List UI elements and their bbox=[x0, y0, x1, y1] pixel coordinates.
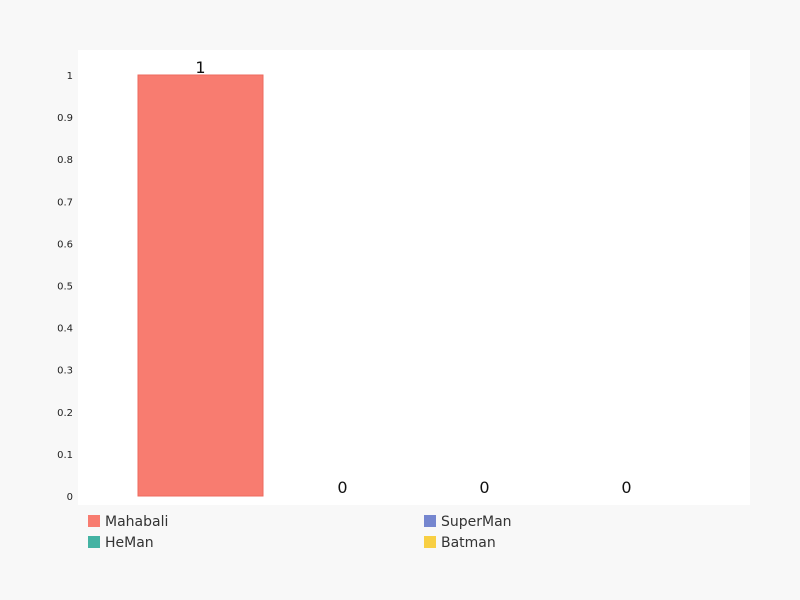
y-tick-label: 0.7 bbox=[57, 197, 73, 208]
legend-swatch bbox=[424, 536, 436, 548]
legend-item-mahabali: Mahabali bbox=[88, 514, 168, 530]
legend-item-heman: HeMan bbox=[88, 535, 154, 551]
y-tick-label: 0.1 bbox=[57, 450, 73, 461]
y-tick-label: 1 bbox=[67, 71, 73, 82]
data-label-mahabali: 1 bbox=[195, 58, 205, 77]
data-label-superman: 0 bbox=[479, 478, 489, 497]
y-tick-label: 0.2 bbox=[57, 408, 73, 419]
legend-swatch bbox=[88, 515, 100, 527]
legend-item-batman: Batman bbox=[424, 535, 496, 551]
legend-label: Mahabali bbox=[105, 514, 168, 530]
data-labels: 1 0 0 0 bbox=[195, 58, 631, 497]
legend-swatch bbox=[88, 536, 100, 548]
y-tick-label: 0.5 bbox=[57, 282, 73, 293]
y-tick-label: 0.6 bbox=[57, 239, 73, 250]
legend: Mahabali HeMan SuperMan Batman bbox=[88, 514, 512, 551]
y-tick-label: 0.8 bbox=[57, 155, 73, 166]
y-tick-label: 0 bbox=[67, 492, 73, 503]
bars bbox=[137, 74, 264, 497]
y-tick-label: 0.3 bbox=[57, 366, 73, 377]
y-axis: 0 0.1 0.2 0.3 0.4 0.5 0.6 0.7 0.8 0.9 1 bbox=[57, 71, 73, 503]
legend-label: SuperMan bbox=[441, 514, 512, 530]
data-label-heman: 0 bbox=[337, 478, 347, 497]
legend-item-superman: SuperMan bbox=[424, 514, 512, 530]
bar-mahabali bbox=[137, 74, 264, 497]
legend-label: HeMan bbox=[105, 535, 154, 551]
legend-swatch bbox=[424, 515, 436, 527]
legend-label: Batman bbox=[441, 535, 496, 551]
y-tick-label: 0.4 bbox=[57, 324, 73, 335]
data-label-batman: 0 bbox=[621, 478, 631, 497]
y-tick-label: 0.9 bbox=[57, 113, 73, 124]
